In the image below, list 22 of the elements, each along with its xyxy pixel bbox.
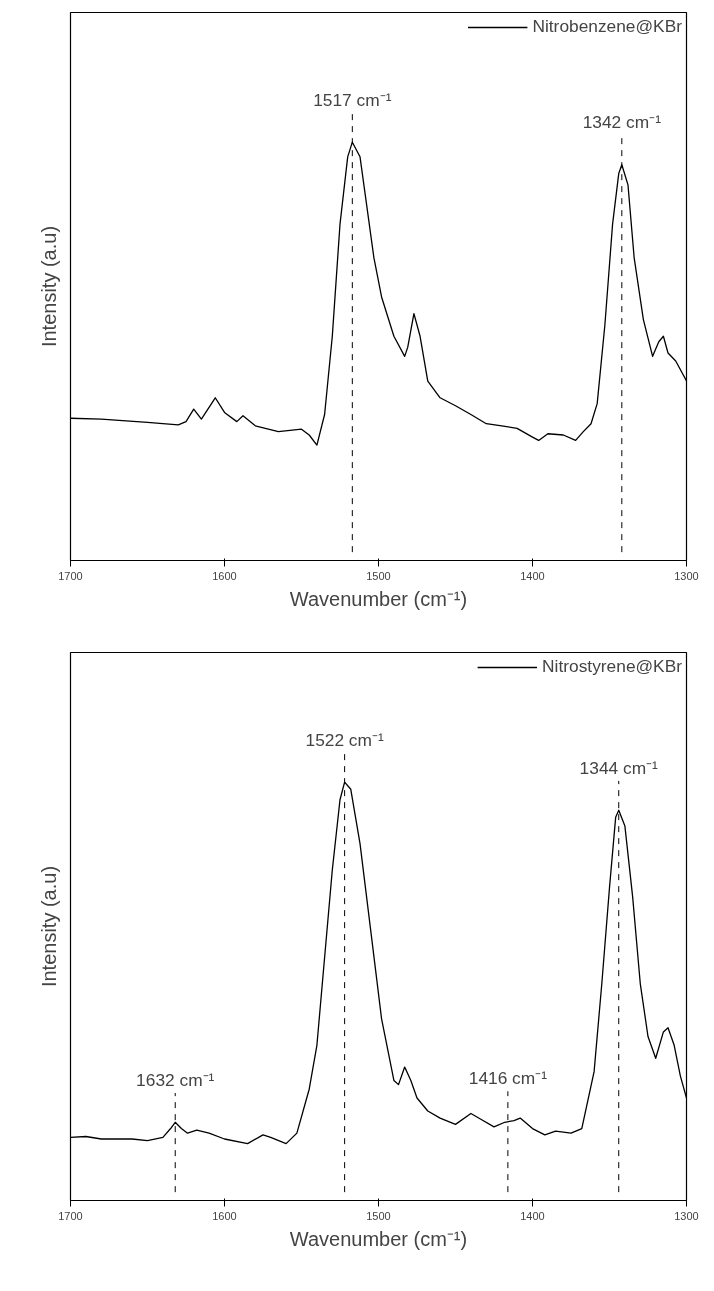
ref-line-label: 1416 cm⁻¹ — [468, 1068, 548, 1089]
x-axis-title: Wavenumber (cm⁻¹) — [289, 587, 468, 610]
x-tick-label: 1300 — [674, 569, 699, 582]
x-tick-label: 1400 — [520, 1209, 545, 1222]
y-axis-title: Intensity (a.u) — [37, 865, 60, 988]
x-tick-label: 1700 — [58, 1209, 83, 1222]
ref-line-label: 1517 cm⁻¹ — [313, 89, 392, 110]
x-tick-label: 1400 — [520, 569, 545, 582]
ref-line-label: 1522 cm⁻¹ — [305, 729, 384, 750]
legend-label: Nitrostyrene@KBr — [542, 656, 682, 677]
x-axis-title: Wavenumber (cm⁻¹) — [289, 1227, 468, 1250]
ref-line-label: 1344 cm⁻¹ — [579, 757, 659, 778]
ref-line-label: 1342 cm⁻¹ — [582, 112, 662, 133]
x-tick-label: 1600 — [212, 1209, 237, 1222]
legend-label: Nitrobenzene@KBr — [532, 16, 682, 37]
x-tick-label: 1500 — [366, 1209, 391, 1222]
y-axis-title: Intensity (a.u) — [37, 225, 60, 348]
x-tick-label: 1500 — [366, 569, 391, 582]
x-tick-label: 1700 — [58, 569, 83, 582]
ref-line-label: 1632 cm⁻¹ — [136, 1069, 215, 1090]
x-tick-label: 1600 — [212, 569, 237, 582]
x-tick-label: 1300 — [674, 1209, 699, 1222]
